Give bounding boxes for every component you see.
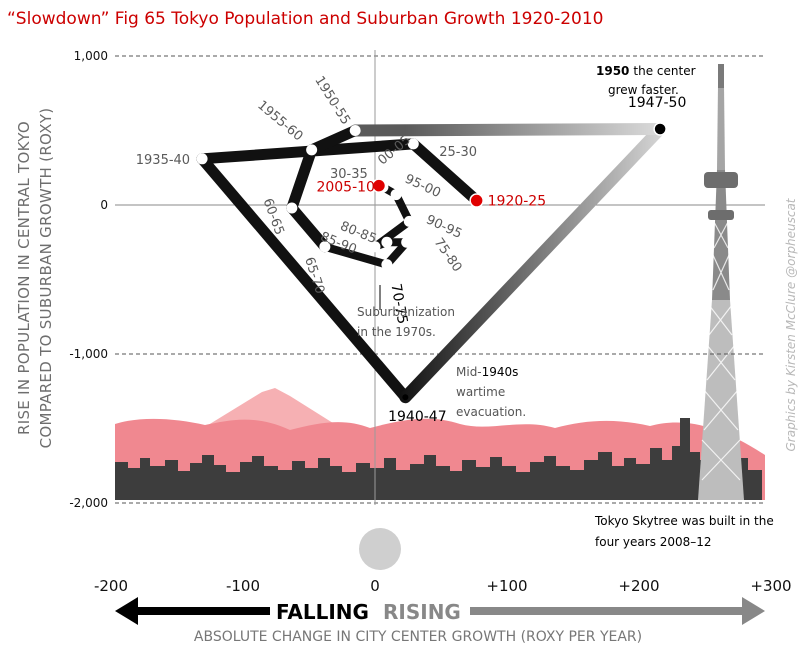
y-tick-label: 1,000 [74,49,108,63]
skyline [115,418,762,500]
rising-arrow [470,597,765,625]
path-segment [399,123,667,404]
y-axis-ticks: 1,000 0 -1,000 -2,000 [69,49,108,510]
point-label: 25-30 [439,145,477,160]
data-point [401,236,413,248]
data-point [390,189,402,201]
path-segment [371,217,414,251]
point-label: 1920-25 [488,194,547,210]
chart-title: “Slowdown” Fig 65 Tokyo Population and S… [7,9,604,29]
x-axis-ticks: -200 -100 0 +100 +200 +300 [94,577,792,595]
direction-arrows: FALLING RISING [115,597,765,625]
y-axis-label: RISE IN POPULATION IN CENTRAL TOKYO COMP… [15,108,55,449]
x-tick-label: -100 [226,577,260,595]
annotation-skytree: Tokyo Skytree was built in the four year… [594,514,774,549]
annotation-wartime-line3: evacuation. [456,405,526,419]
data-point [402,394,409,401]
x-tick-label: +200 [618,577,659,595]
annotation-skytree-line1: Tokyo Skytree was built in the [594,514,774,528]
annotation-wartime-line2: wartime [456,385,505,399]
data-path [196,123,667,404]
data-point [349,125,361,136]
path-segment [286,202,331,253]
rising-label: RISING [383,600,461,624]
y-tick-label: -2,000 [69,496,108,510]
path-segment [306,125,361,156]
y-axis-label-line2: COMPARED TO SUBURBAN GROWTH (ROXY) [37,108,55,449]
point-label: 1955-60 [254,98,305,144]
falling-arrow [115,597,270,625]
tokyo-skytree [698,64,744,500]
data-point [286,202,298,214]
point-label: 75-80 [431,235,465,275]
path-segment [349,123,667,137]
x-axis-label: ABSOLUTE CHANGE IN CITY CENTER GROWTH (R… [194,629,642,645]
data-point [381,236,393,248]
data-point [196,153,208,165]
x-tick-label: 0 [370,577,380,595]
annotation-1950-year: 1950 [596,64,629,78]
y-tick-label: 0 [100,198,108,212]
data-point [403,215,415,227]
data-point [653,122,667,136]
point-label: 70-75 [387,282,410,325]
falling-label: FALLING [276,600,369,624]
point-label: 1935-40 [136,153,190,168]
scenery [115,64,765,500]
point-label-30-35: 30-35 [330,167,368,182]
point-label: 2005-10 [316,180,375,196]
annotation-1950-line2: grew faster. [608,83,679,97]
y-tick-label: -1,000 [69,347,108,361]
path-segment [196,153,411,403]
x-tick-label: +100 [486,577,527,595]
point-label: 1950-55 [311,74,353,128]
annotation-suburb-line2: in the 1970s. [357,325,436,339]
point-label: 95-00 [402,172,443,202]
x-tick-label: +300 [750,577,791,595]
annotation-1950: 1950 the center grew faster. [596,64,696,97]
zero-marker [359,528,401,570]
y-axis-label-line1: RISE IN POPULATION IN CENTRAL TOKYO [15,121,33,435]
data-points [196,122,667,401]
data-point [407,138,419,150]
point-label: 1947-50 [628,95,687,111]
point-label: 1940-47 [388,409,447,425]
annotation-suburb-line1: Suburbanization [357,305,455,319]
annotation-suburbanization: Suburbanization in the 1970s. [357,285,455,339]
annotation-wartime-a: Mid- [456,365,482,379]
data-point [381,259,393,271]
annotation-1950-rest: the center [633,64,695,78]
path-segment [320,242,391,269]
path-segment [286,144,318,214]
data-point [369,241,381,253]
data-point [469,193,484,208]
credit-text: Graphics by Kirsten McClure @orpheuscat [784,197,798,451]
data-point [306,144,318,156]
annotation-skytree-line2: four years 2008–12 [595,535,712,549]
path-segment [407,138,483,207]
data-point [371,178,387,193]
data-point [319,241,331,253]
x-tick-label: -200 [94,577,128,595]
annotation-wartime: Mid-1940s wartime evacuation. [456,365,526,419]
annotation-wartime-b: 1940s [482,365,519,379]
svg-text:Mid-1940s: Mid-1940s [456,365,518,379]
